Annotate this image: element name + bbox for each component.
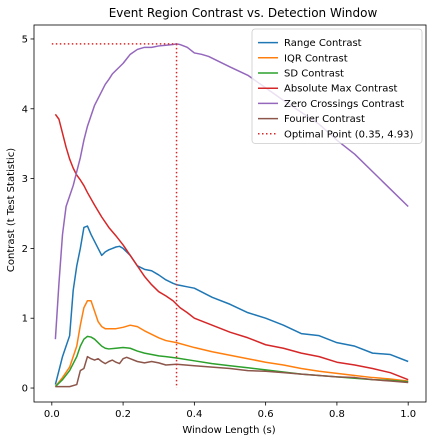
y-tick-label: 2 xyxy=(22,244,28,255)
x-tick-label: 0.6 xyxy=(258,409,274,420)
y-tick-label: 4 xyxy=(22,104,28,115)
series-line-absolute-max-contrast xyxy=(54,113,409,381)
legend-label: Zero Crossings Contrast xyxy=(284,99,404,110)
legend-label: Optimal Point (0.35, 4.93) xyxy=(284,129,414,140)
y-axis-label: Contrast (t Test Statistic) xyxy=(6,148,17,272)
x-axis-label: Window Length (s) xyxy=(182,425,275,436)
x-tick-label: 0.4 xyxy=(186,409,202,420)
y-tick-label: 5 xyxy=(22,34,28,45)
plot-frame xyxy=(33,24,427,403)
series-line-range-contrast xyxy=(54,225,409,385)
legend-label: SD Contrast xyxy=(284,69,344,80)
x-tick-label: 0.8 xyxy=(329,409,345,420)
legend-box xyxy=(251,28,423,144)
chart-title: Event Region Contrast vs. Detection Wind… xyxy=(109,6,378,20)
legend-label: Range Contrast xyxy=(284,38,362,49)
x-tick-label: 0.0 xyxy=(44,409,60,420)
series-line-fourier-contrast xyxy=(55,355,409,388)
legend-label: IQR Contrast xyxy=(284,53,348,64)
y-tick-label: 0 xyxy=(22,384,28,395)
series-line-iqr-contrast xyxy=(54,300,409,388)
y-tick-label: 3 xyxy=(22,174,28,185)
legend-label: Fourier Contrast xyxy=(284,114,365,125)
x-tick-label: 1.0 xyxy=(400,409,416,420)
y-tick-label: 1 xyxy=(22,314,28,325)
x-tick-label: 0.2 xyxy=(115,409,131,420)
legend-label: Absolute Max Contrast xyxy=(284,84,398,95)
plot-area: 0.0 0.2 0.4 0.6 0.8 1.0 0 1 2 3 4 5 Range Contrast IQ… xyxy=(22,24,427,420)
